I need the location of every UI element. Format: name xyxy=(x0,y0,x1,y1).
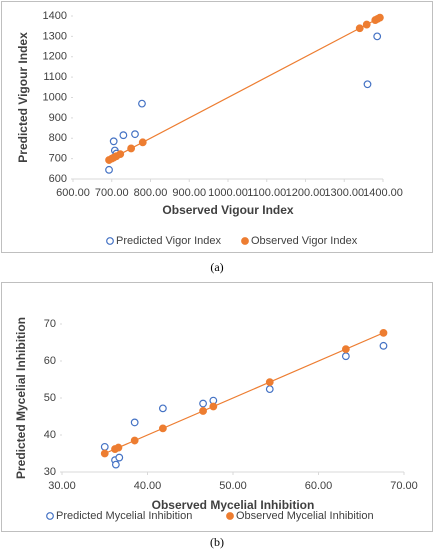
x-tick-label: 1300.00 xyxy=(324,187,364,199)
x-tick-label: 30.00 xyxy=(48,480,76,492)
y-tick-label: 70 xyxy=(44,318,56,330)
y-tick-label: 1000 xyxy=(43,91,67,103)
point xyxy=(138,99,146,108)
point xyxy=(341,345,350,354)
x-tick-label: 50.00 xyxy=(219,480,247,492)
y-tick-label: 1200 xyxy=(43,51,67,63)
legend-label: Observed Vigor Index xyxy=(251,235,358,247)
x-tick-label: 1200.00 xyxy=(286,187,326,199)
x-tick-label: 1000.00 xyxy=(208,187,248,199)
point xyxy=(114,443,123,452)
point xyxy=(265,385,274,394)
point xyxy=(199,399,207,408)
x-tick-label: 40.00 xyxy=(134,480,162,492)
x-axis-title: Observed Vigour Index xyxy=(162,203,293,217)
point xyxy=(209,402,218,411)
x-tick-label: 800.00 xyxy=(134,187,168,199)
y-tick-label: 40 xyxy=(44,429,56,441)
point xyxy=(341,352,350,361)
legend-marker xyxy=(241,237,249,245)
y-tick-label: 700 xyxy=(49,153,67,165)
point xyxy=(199,407,207,415)
legend-marker xyxy=(226,512,234,520)
point xyxy=(158,424,167,433)
caption: (a) xyxy=(210,260,223,274)
y-tick-label: 60 xyxy=(44,355,56,367)
point xyxy=(131,130,139,139)
y-tick-label: 50 xyxy=(44,392,56,404)
trendline xyxy=(107,16,382,162)
point xyxy=(373,32,382,41)
trendline xyxy=(104,332,384,455)
point xyxy=(265,378,274,386)
point xyxy=(115,453,124,462)
x-tick-label: 1400.00 xyxy=(363,187,403,199)
x-tick-label: 900.00 xyxy=(172,187,206,199)
y-tick-label: 1100 xyxy=(43,71,67,83)
point xyxy=(158,404,167,413)
legend-label: Predicted Mycelial Inhibition xyxy=(56,510,192,522)
point xyxy=(130,418,139,427)
point xyxy=(100,442,109,451)
x-tick-label: 700.00 xyxy=(95,187,129,199)
chart-frame xyxy=(1,282,433,532)
x-tick-label: 1100.00 xyxy=(247,187,286,199)
y-tick-label: 800 xyxy=(49,132,67,144)
y-tick-label: 600 xyxy=(49,173,67,185)
point xyxy=(130,436,139,445)
y-tick-label: 900 xyxy=(49,112,67,124)
point xyxy=(362,20,371,29)
point xyxy=(379,328,388,337)
legend-marker xyxy=(46,512,54,520)
point xyxy=(116,150,125,159)
legend-marker xyxy=(106,237,114,245)
y-axis-title: Predicted Mycelial Inhibition xyxy=(14,317,28,479)
point xyxy=(100,449,109,458)
x-axis-title: Observed Mycelial Inhibition xyxy=(152,498,315,512)
point xyxy=(363,80,372,89)
point xyxy=(127,144,136,153)
y-tick-label: 1300 xyxy=(43,30,67,42)
x-tick-label: 60.00 xyxy=(305,480,333,492)
y-tick-label: 30 xyxy=(44,466,56,478)
point xyxy=(119,131,128,140)
point xyxy=(109,137,118,146)
y-axis-title: Predicted Vigour Index xyxy=(16,32,30,163)
legend-label: Observed Mycelial Inhibition xyxy=(236,510,374,522)
point xyxy=(376,13,384,22)
legend-label: Predicted Vigor Index xyxy=(116,235,221,247)
y-tick-label: 1400 xyxy=(43,10,67,22)
caption: (b) xyxy=(210,535,224,549)
x-tick-label: 600.00 xyxy=(56,187,90,199)
point xyxy=(379,341,388,350)
point xyxy=(355,24,364,33)
point xyxy=(138,138,147,147)
point xyxy=(111,460,120,469)
point xyxy=(105,165,113,174)
chart-frame xyxy=(1,1,433,253)
x-tick-label: 70.00 xyxy=(390,480,418,492)
